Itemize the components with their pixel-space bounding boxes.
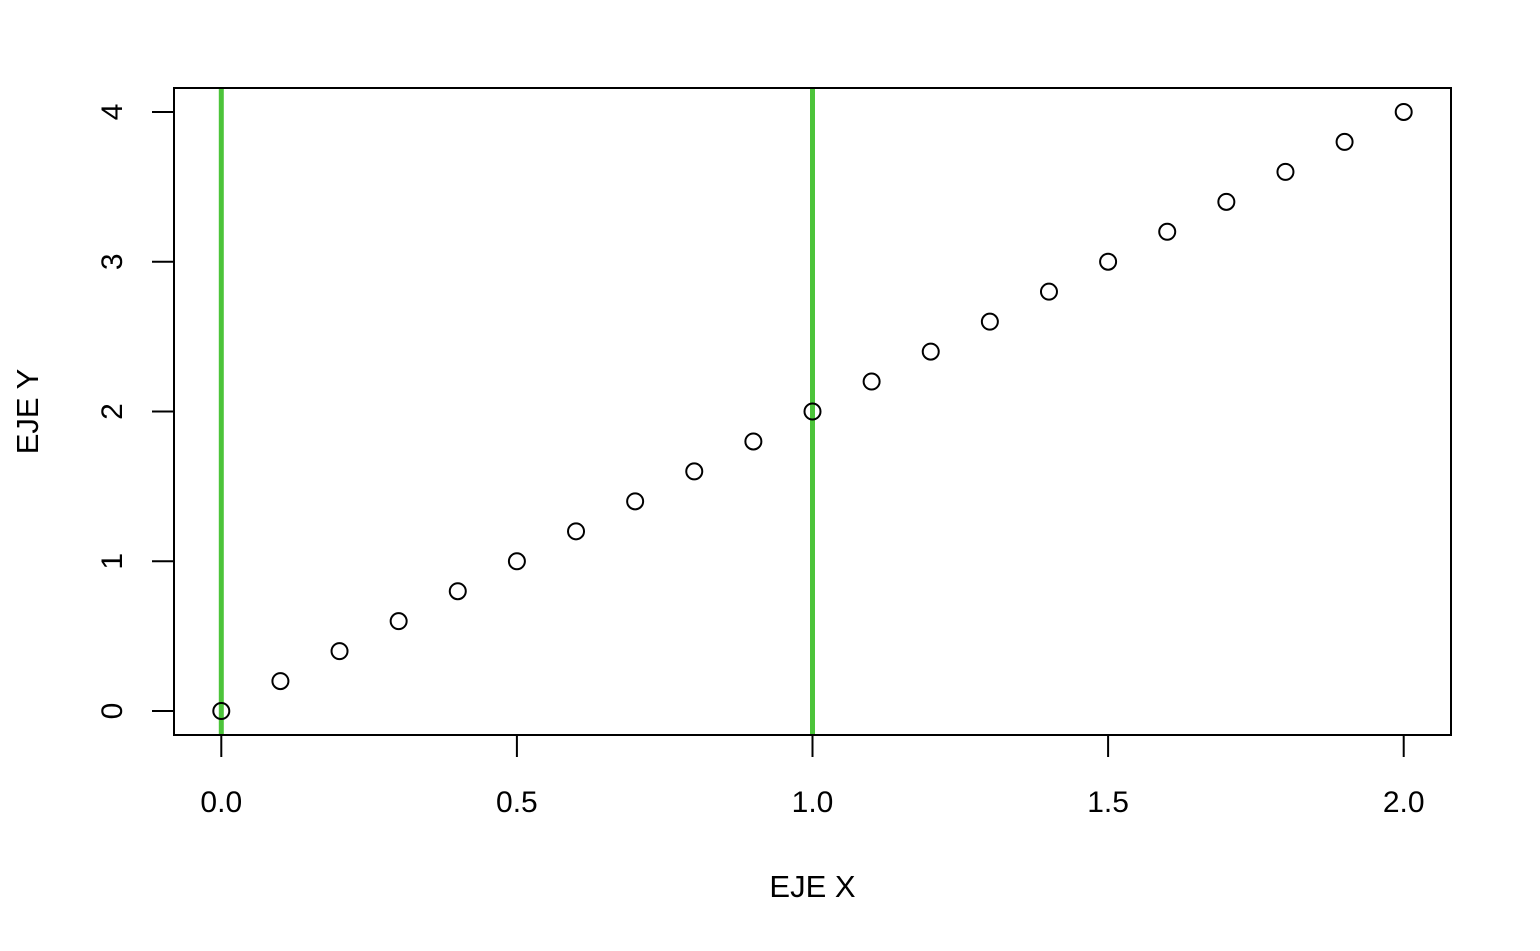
y-axis-label: EJE Y xyxy=(10,369,45,455)
data-point xyxy=(862,372,881,391)
data-point xyxy=(271,672,290,691)
y-tick-label: 0 xyxy=(96,703,129,720)
data-point xyxy=(212,702,231,721)
data-point xyxy=(1158,222,1177,241)
data-point xyxy=(389,612,408,631)
data-point xyxy=(1099,252,1118,271)
x-axis-label: EJE X xyxy=(769,869,855,904)
data-point xyxy=(567,522,586,541)
x-tick-label: 0.0 xyxy=(200,786,242,819)
x-tick-label: 1.5 xyxy=(1087,786,1129,819)
x-tick-label: 1.0 xyxy=(792,786,834,819)
x-tick-label: 0.5 xyxy=(496,786,538,819)
y-tick-label: 4 xyxy=(96,104,129,121)
y-axis: 0 1 2 3 4 xyxy=(96,104,175,720)
y-tick-label: 3 xyxy=(96,253,129,270)
data-point xyxy=(685,462,704,481)
data-point xyxy=(1394,102,1413,121)
y-tick-label: 1 xyxy=(96,553,129,570)
data-point xyxy=(803,402,822,421)
x-tick-label: 2.0 xyxy=(1383,786,1425,819)
data-point xyxy=(1217,192,1236,211)
data-point xyxy=(507,552,526,571)
data-point xyxy=(921,342,940,361)
y-tick-label: 2 xyxy=(96,403,129,420)
data-points xyxy=(212,102,1413,721)
data-point xyxy=(330,642,349,661)
data-point xyxy=(1039,282,1058,301)
data-point xyxy=(448,582,467,601)
data-point xyxy=(626,492,645,511)
data-point xyxy=(980,312,999,331)
data-point xyxy=(1276,162,1295,181)
data-point xyxy=(1335,132,1354,151)
x-axis: 0.0 0.5 1.0 1.5 2.0 xyxy=(200,734,1425,819)
data-point xyxy=(744,432,763,451)
vertical-lines xyxy=(218,89,815,734)
